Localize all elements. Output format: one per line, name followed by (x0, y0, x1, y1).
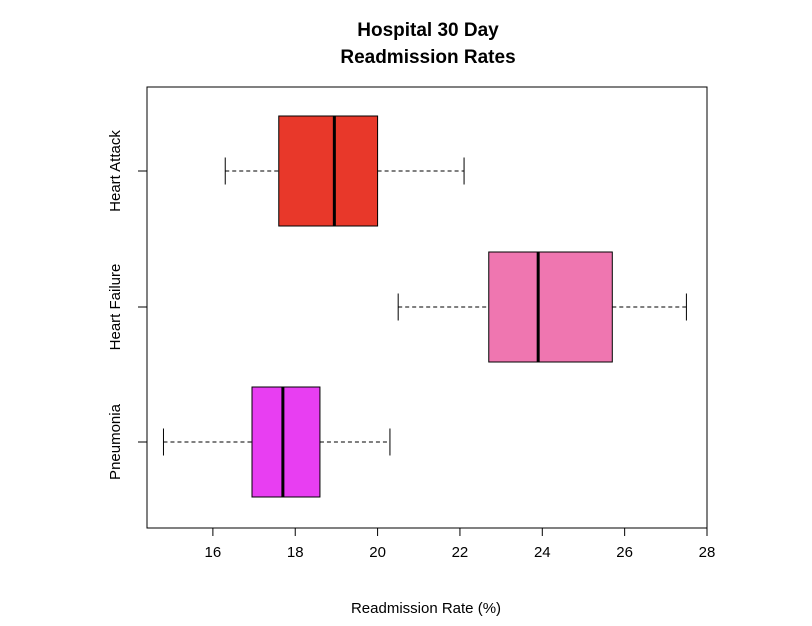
boxes-group (162, 115, 687, 498)
y-tick-label-pneumonia: Pneumonia (107, 403, 124, 480)
x-axis-label: Readmission Rate (%) (351, 600, 501, 617)
x-tick-label-22: 22 (452, 544, 469, 561)
x-tick-label-18: 18 (287, 544, 304, 561)
x-tick-label-28: 28 (699, 544, 716, 561)
y-axis: Heart Attack Heart Failure Pneumonia (107, 130, 147, 480)
y-tick-label-heart-failure: Heart Failure (107, 264, 124, 351)
box-heart-attack (224, 115, 465, 227)
iqr-box (488, 251, 613, 363)
chart-title-line-1: Hospital 30 Day (357, 20, 499, 41)
x-tick-label-24: 24 (534, 544, 551, 561)
box-heart-failure (397, 251, 687, 363)
iqr-box (251, 386, 321, 498)
box-pneumonia (162, 386, 391, 498)
x-axis: 16 18 20 22 24 26 28 (205, 527, 716, 561)
x-tick-label-20: 20 (369, 544, 386, 561)
x-tick-label-16: 16 (205, 544, 222, 561)
y-tick-label-heart-attack: Heart Attack (107, 130, 124, 212)
x-tick-label-26: 26 (616, 544, 633, 561)
chart-title-line-2: Readmission Rates (340, 47, 515, 68)
iqr-box (278, 115, 379, 227)
